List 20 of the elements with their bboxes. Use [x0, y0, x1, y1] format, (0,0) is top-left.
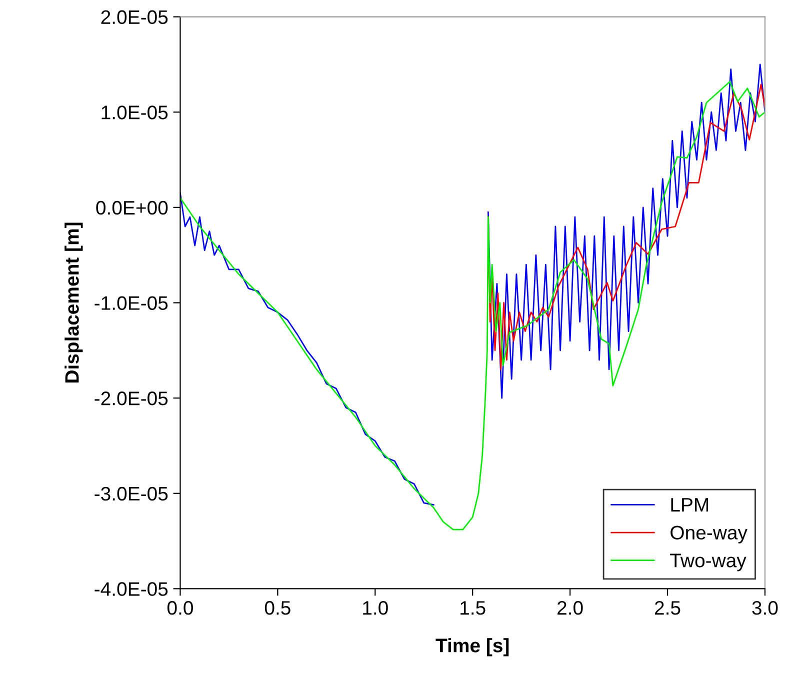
x-tick-label: 1.0: [363, 601, 388, 615]
y-tick-label: -4.0E-05: [94, 582, 168, 596]
y-tick-label: -2.0E-05: [94, 392, 168, 406]
x-tick-label: 2.0: [558, 601, 583, 615]
y-tick-label: -1.0E-05: [94, 296, 168, 310]
x-axis-title: Time [s]: [436, 638, 509, 656]
x-tick-label: 3.0: [752, 601, 778, 615]
x-tick-label: 2.5: [654, 601, 680, 615]
y-tick-label: 0.0E+00: [96, 200, 168, 215]
y-tick-label: -3.0E-05: [94, 486, 168, 501]
x-tick-label: 0.0: [167, 601, 193, 615]
legend-label: LPM: [671, 498, 708, 512]
legend-label: One-way: [670, 526, 748, 544]
x-tick-label: 1.5: [460, 601, 486, 615]
legend-label: Two-way: [670, 554, 746, 572]
line-series: [487, 84, 765, 370]
y-tick-label: 1.0E-05: [102, 106, 168, 120]
y-axis-title: Displacement [m]: [64, 222, 83, 382]
x-tick-label: 0.5: [264, 601, 290, 615]
y-tick-label: 2.0E-05: [101, 10, 168, 24]
